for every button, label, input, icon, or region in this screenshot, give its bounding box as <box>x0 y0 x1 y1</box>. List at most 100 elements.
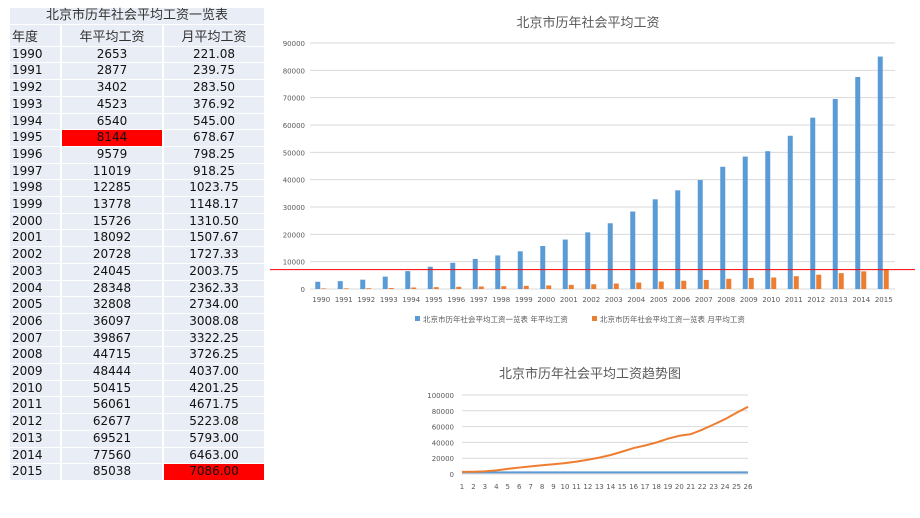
monthly-salary-cell: 5793.00 <box>164 430 264 447</box>
annual-salary-cell: 32808 <box>62 297 162 313</box>
annual-salary-cell: 4523 <box>62 96 162 113</box>
monthly-salary-cell: 4671.75 <box>164 397 264 414</box>
bar-monthly <box>726 278 732 289</box>
table-row: 1992 3402 283.50 <box>10 80 264 96</box>
y-tick-label: 90000 <box>283 40 305 48</box>
y-tick-label: 0 <box>450 471 454 479</box>
bar-annual <box>630 211 636 289</box>
table-row: 2012 62677 5223.08 <box>10 414 264 430</box>
x-tick-label: 8 <box>540 483 544 491</box>
x-tick-label: 15 <box>618 483 627 491</box>
monthly-salary-cell: 221.08 <box>164 46 264 63</box>
table-row: 2001 18092 1507.67 <box>10 230 264 247</box>
year-cell: 2008 <box>10 347 60 364</box>
salary-table: 北京市历年社会平均工资一览表 年度 年平均工资 月平均工资 1990 2653 22… <box>8 7 266 481</box>
x-tick-label: 2001 <box>560 296 578 304</box>
year-cell: 2004 <box>10 280 60 297</box>
x-tick-label: 23 <box>709 483 718 491</box>
monthly-salary-cell: 1507.67 <box>164 230 264 247</box>
x-tick-label: 6 <box>517 483 522 491</box>
annual-salary-cell: 3402 <box>62 80 162 96</box>
monthly-salary-cell: 376.92 <box>164 96 264 113</box>
table-row: 1998 12285 1023.75 <box>10 180 264 197</box>
table-row: 2015 85038 7086.00 <box>10 464 264 480</box>
x-tick-label: 9 <box>551 483 555 491</box>
bar-annual <box>742 156 748 289</box>
annual-salary-cell: 12285 <box>62 180 162 197</box>
x-tick-label: 2013 <box>830 296 848 304</box>
table-row: 2008 44715 3726.25 <box>10 347 264 364</box>
year-cell: 2005 <box>10 297 60 313</box>
bar-monthly <box>681 280 687 289</box>
year-cell: 1990 <box>10 46 60 63</box>
annual-salary-cell: 48444 <box>62 364 162 380</box>
bar-annual <box>832 98 838 289</box>
x-tick-label: 2000 <box>537 296 555 304</box>
year-cell: 2000 <box>10 213 60 230</box>
monthly-salary-cell: 6463.00 <box>164 447 264 464</box>
year-cell: 2007 <box>10 330 60 347</box>
bar-annual <box>517 251 523 289</box>
y-tick-label: 40000 <box>432 439 454 447</box>
table-row: 2006 36097 3008.08 <box>10 313 264 330</box>
x-tick-label: 1990 <box>312 296 330 304</box>
x-tick-label: 1995 <box>425 296 443 304</box>
table-row: 2014 77560 6463.00 <box>10 447 264 464</box>
year-cell: 2015 <box>10 464 60 480</box>
x-tick-label: 2003 <box>605 296 623 304</box>
table-row: 2010 50415 4201.25 <box>10 380 264 397</box>
annual-salary-cell: 20728 <box>62 247 162 263</box>
x-tick-label: 2011 <box>785 296 803 304</box>
year-cell: 2014 <box>10 447 60 464</box>
y-tick-label: 10000 <box>283 259 305 267</box>
bar-annual <box>652 199 658 289</box>
x-tick-label: 2006 <box>672 296 690 304</box>
annual-salary-cell: 44715 <box>62 347 162 364</box>
legend-swatch <box>592 316 597 321</box>
monthly-salary-cell: 2734.00 <box>164 297 264 313</box>
x-tick-label: 1 <box>460 483 464 491</box>
x-tick-label: 1998 <box>492 296 510 304</box>
bar-monthly <box>613 283 619 289</box>
annual-salary-cell: 85038 <box>62 464 162 480</box>
annual-salary-cell: 39867 <box>62 330 162 347</box>
x-tick-label: 17 <box>641 483 650 491</box>
monthly-salary-cell: 7086.00 <box>164 464 264 480</box>
bar-annual <box>472 258 478 289</box>
x-tick-label: 2004 <box>627 296 645 304</box>
table-row: 1991 2877 239.75 <box>10 63 264 80</box>
bar-annual <box>585 232 591 289</box>
x-tick-label: 2007 <box>695 296 713 304</box>
x-tick-label: 2015 <box>875 296 893 304</box>
annual-salary-cell: 8144 <box>62 130 162 146</box>
bar-monthly <box>883 269 889 289</box>
year-cell: 1991 <box>10 63 60 80</box>
bar-annual <box>382 276 388 289</box>
bar-monthly <box>793 276 799 289</box>
y-tick-label: 80000 <box>432 408 454 416</box>
x-tick-label: 22 <box>698 483 707 491</box>
bar-monthly <box>636 282 642 289</box>
table-row: 1990 2653 221.08 <box>10 46 264 63</box>
table-row: 1994 6540 545.00 <box>10 113 264 130</box>
y-tick-label: 60000 <box>432 424 454 432</box>
x-tick-label: 2009 <box>740 296 758 304</box>
table-row: 2004 28348 2362.33 <box>10 280 264 297</box>
y-tick-label: 50000 <box>283 149 305 157</box>
table-title: 北京市历年社会平均工资一览表 <box>10 8 264 24</box>
table-row: 2005 32808 2734.00 <box>10 297 264 313</box>
annual-salary-cell: 15726 <box>62 213 162 230</box>
bar-annual <box>315 281 321 289</box>
monthly-salary-cell: 3322.25 <box>164 330 264 347</box>
bar-annual <box>337 281 343 289</box>
year-cell: 2001 <box>10 230 60 247</box>
x-tick-label: 12 <box>583 483 592 491</box>
bar-monthly <box>703 279 709 289</box>
year-cell: 1999 <box>10 197 60 213</box>
bar-chart: 北京市历年社会平均工资 0 10000 20000 30000 40000 50000 600… <box>270 15 915 324</box>
monthly-salary-cell: 1148.17 <box>164 197 264 213</box>
x-tick-label: 2010 <box>762 296 780 304</box>
year-cell: 2009 <box>10 364 60 380</box>
x-tick-label: 24 <box>721 483 730 491</box>
x-tick-label: 4 <box>494 483 499 491</box>
